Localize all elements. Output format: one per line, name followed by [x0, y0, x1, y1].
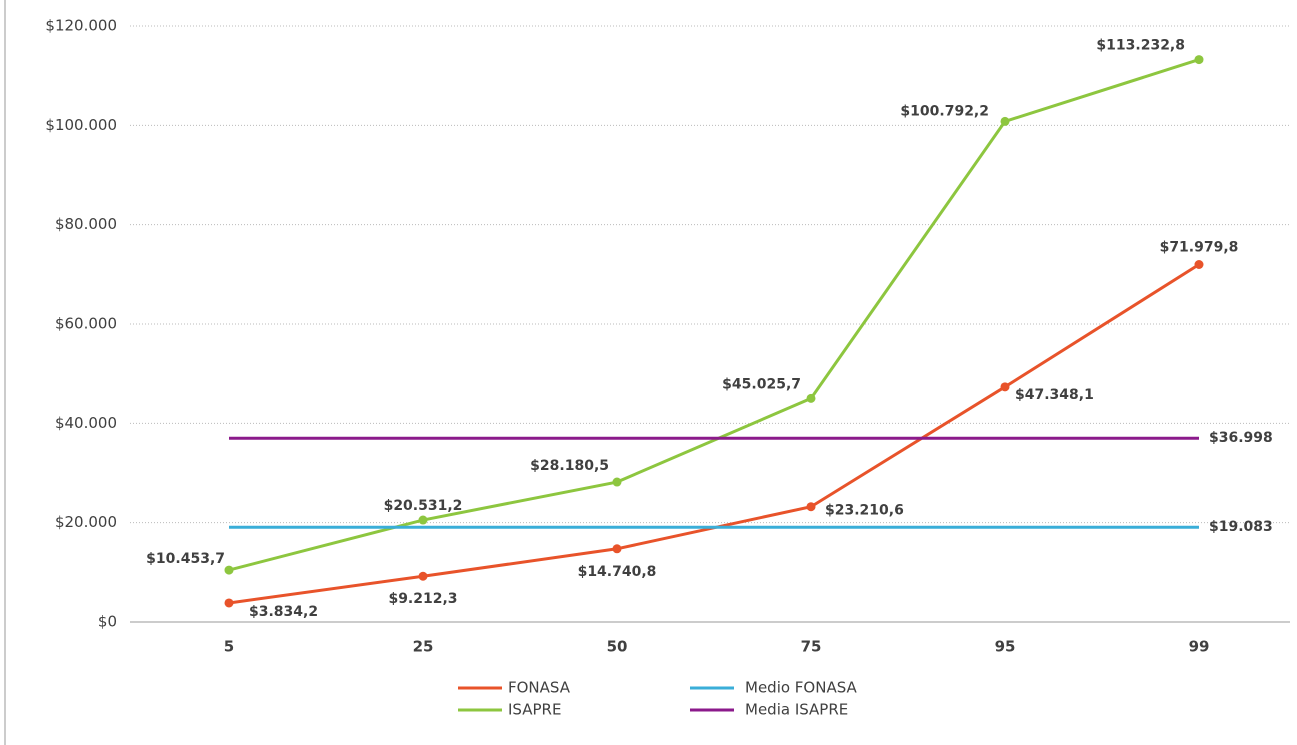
y-tick-label: $40.000 [55, 414, 117, 432]
point [1194, 55, 1204, 65]
series-line [228, 263, 1200, 605]
y-tick-label: $100.000 [45, 116, 117, 134]
data-label: $113.232,8 [1096, 38, 1185, 54]
point [224, 598, 234, 608]
x-tick-label: 50 [607, 638, 628, 656]
y-tick-label: $120.000 [45, 17, 117, 35]
data-label: $14.740,8 [578, 564, 657, 580]
point [418, 571, 428, 581]
legend-label: Media ISAPRE [745, 701, 848, 719]
data-label: $10.453,7 [146, 551, 225, 567]
series-line [228, 58, 1200, 572]
y-tick-label: $60.000 [55, 315, 117, 333]
data-label: $71.979,8 [1160, 240, 1239, 256]
x-tick-label: 25 [413, 638, 434, 656]
point [1000, 116, 1010, 126]
legend-label: FONASA [508, 679, 571, 697]
data-label: $45.025,7 [722, 376, 801, 392]
point [418, 515, 428, 525]
y-tick-label: $0 [98, 613, 117, 631]
data-label: $47.348,1 [1015, 387, 1094, 403]
data-label: $100.792,2 [900, 103, 989, 119]
x-tick-label: 95 [995, 638, 1016, 656]
point [612, 544, 622, 554]
data-label: $20.531,2 [384, 498, 463, 514]
point [806, 502, 816, 512]
y-tick-label: $80.000 [55, 215, 117, 233]
point [1194, 260, 1204, 270]
data-label: $28.180,5 [530, 458, 609, 474]
data-label: $9.212,3 [388, 591, 457, 607]
data-label: $23.210,6 [825, 503, 904, 519]
data-label: $3.834,2 [249, 604, 318, 620]
point [1000, 382, 1010, 392]
legend-label: ISAPRE [508, 701, 561, 719]
y-tick-label: $20.000 [55, 513, 117, 531]
point [224, 565, 234, 575]
point [612, 477, 622, 487]
x-tick-label: 75 [801, 638, 822, 656]
data-label: $36.998 [1209, 430, 1273, 446]
data-label: $19.083 [1209, 519, 1273, 535]
point [806, 393, 816, 403]
x-tick-label: 5 [224, 638, 234, 656]
x-tick-label: 99 [1189, 638, 1210, 656]
legend-label: Medio FONASA [745, 679, 858, 697]
